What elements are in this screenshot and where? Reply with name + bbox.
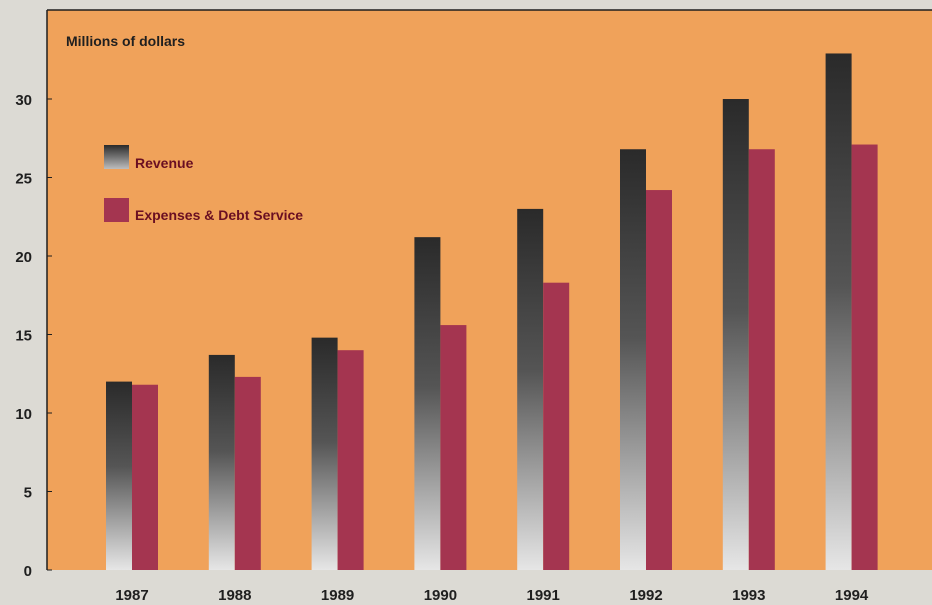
bar-expenses-1991 — [543, 282, 570, 570]
bar-expenses-1989 — [337, 350, 364, 570]
y-tick-label: 20 — [15, 249, 32, 266]
x-tick-label: 1993 — [732, 587, 765, 604]
bar-revenue-1987 — [106, 381, 132, 570]
bar-revenue-1991 — [517, 208, 544, 570]
bar-revenue-1990 — [414, 237, 441, 570]
bar-expenses-1992 — [646, 190, 672, 570]
legend-label-revenue: Revenue — [135, 155, 194, 171]
y-ticks-layer: 0 5 10 15 20 25 30 — [15, 92, 52, 580]
x-tick-label: 1992 — [629, 587, 662, 604]
bar-expenses-1994 — [851, 144, 878, 570]
y-tick-label: 5 — [24, 485, 32, 502]
y-tick-label: 30 — [15, 92, 32, 109]
x-tick-label: 1994 — [835, 587, 869, 604]
legend-item-expenses: Expenses & Debt Service — [104, 198, 303, 223]
legend-label-expenses: Expenses & Debt Service — [135, 207, 303, 223]
x-tick-label: 1990 — [424, 587, 457, 604]
bar-revenue-1992 — [620, 149, 646, 571]
y-axis-label: Millions of dollars — [66, 33, 185, 49]
y-tick-label: 15 — [15, 328, 32, 345]
bar-revenue-1988 — [208, 354, 235, 570]
legend: Revenue Expenses & Debt Service — [104, 145, 303, 223]
bar-expenses-1988 — [234, 376, 261, 570]
x-tick-label: 1991 — [527, 587, 560, 604]
bar-revenue-1989 — [311, 337, 338, 570]
bar-expenses-1990 — [440, 325, 467, 570]
y-tick-label: 10 — [15, 406, 32, 423]
legend-swatch-revenue — [104, 145, 129, 169]
y-tick-label: 0 — [24, 563, 32, 580]
x-tick-label: 1988 — [218, 587, 251, 604]
x-ticks-layer: 1987 1988 1989 1990 1991 1992 1993 1994 — [115, 587, 869, 604]
y-tick-label: 25 — [15, 171, 32, 188]
bar-expenses-1993 — [748, 149, 775, 571]
legend-swatch-expenses — [104, 198, 129, 222]
bar-revenue-1994 — [825, 53, 852, 571]
bars-layer — [106, 53, 878, 571]
bar-expenses-1987 — [132, 384, 158, 570]
plot-background — [47, 10, 932, 570]
legend-item-revenue: Revenue — [104, 145, 194, 171]
x-tick-label: 1987 — [115, 587, 148, 604]
x-tick-label: 1989 — [321, 587, 354, 604]
bar-revenue-1993 — [722, 99, 749, 570]
